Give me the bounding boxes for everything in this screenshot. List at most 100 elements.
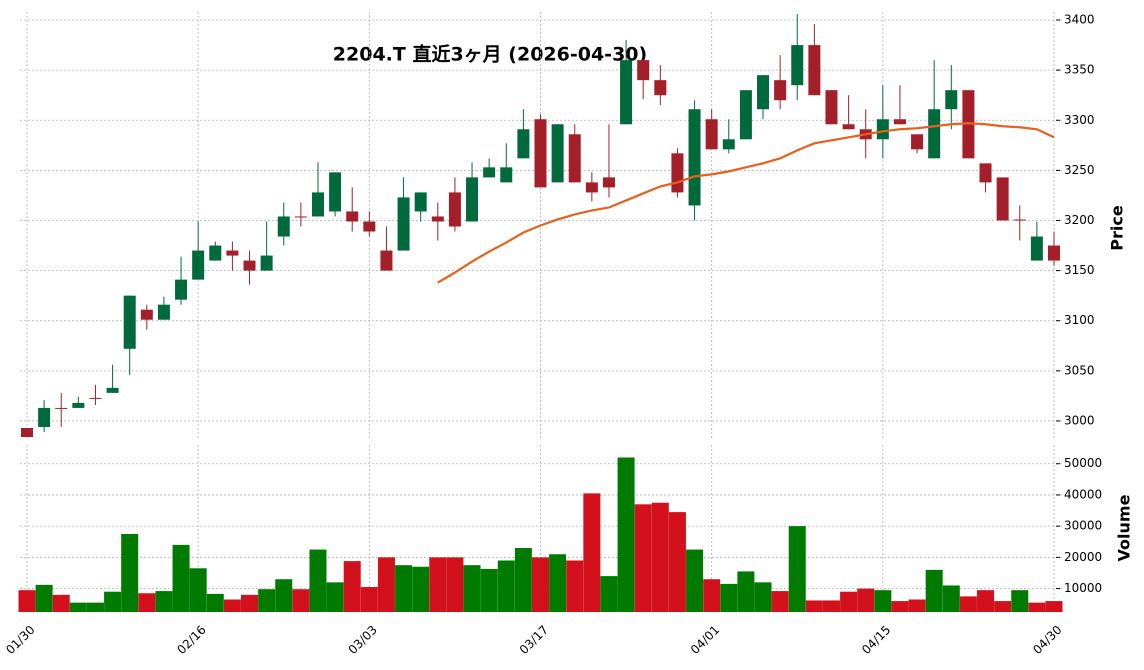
y-tick-label: 3300 bbox=[1064, 113, 1095, 127]
volume-bar bbox=[412, 566, 430, 612]
candle-body bbox=[414, 192, 427, 212]
x-tick-label: 04/15 bbox=[859, 623, 893, 657]
candle-body bbox=[688, 109, 701, 206]
volume-axis-label: Volume bbox=[1115, 494, 1134, 561]
y-tick-label: 20000 bbox=[1064, 550, 1102, 564]
candle-body bbox=[175, 279, 188, 300]
volume-bar bbox=[634, 504, 652, 612]
candle-body bbox=[637, 60, 650, 81]
volume-bar bbox=[18, 590, 36, 612]
candle-body bbox=[329, 172, 342, 212]
volume-bar bbox=[480, 568, 498, 612]
candle-body bbox=[1030, 236, 1043, 261]
volume-bar bbox=[788, 526, 806, 612]
candle-body bbox=[602, 177, 615, 188]
y-tick-label: 3350 bbox=[1064, 63, 1095, 77]
candle-body bbox=[911, 134, 924, 150]
volume-bar bbox=[942, 585, 960, 612]
volume-bar bbox=[138, 593, 156, 612]
candle-body bbox=[311, 192, 324, 217]
volume-bar bbox=[69, 602, 87, 612]
candle-body bbox=[791, 45, 804, 86]
candle-body bbox=[1048, 245, 1060, 261]
candle-body bbox=[825, 90, 838, 125]
volume-bar bbox=[155, 591, 173, 612]
candle-body bbox=[55, 407, 68, 409]
volume-bar bbox=[206, 593, 224, 612]
x-tick-label: 04/30 bbox=[1030, 623, 1064, 657]
volume-bar bbox=[35, 584, 53, 612]
volume-bar bbox=[514, 548, 532, 612]
volume-bar bbox=[651, 502, 669, 612]
candle-body bbox=[38, 407, 51, 427]
candle-body bbox=[431, 216, 444, 222]
candle-body bbox=[585, 182, 598, 193]
volume-bar bbox=[172, 544, 190, 612]
candle-body bbox=[243, 260, 256, 271]
volume-bar bbox=[805, 600, 823, 612]
volume-bar bbox=[343, 561, 361, 612]
candle-body bbox=[568, 134, 581, 183]
candle-body bbox=[89, 397, 102, 399]
volume-bar bbox=[258, 589, 276, 612]
candle-body bbox=[739, 90, 752, 140]
y-tick-label: 10000 bbox=[1064, 581, 1102, 595]
candle-body bbox=[192, 250, 205, 280]
volume-bar bbox=[977, 590, 995, 612]
candle-body bbox=[500, 167, 513, 183]
volume-bar bbox=[891, 601, 909, 612]
candle-body bbox=[705, 119, 718, 150]
volume-bar bbox=[463, 565, 481, 612]
candle-body bbox=[72, 402, 85, 408]
volume-bar bbox=[703, 579, 721, 612]
volume-bar bbox=[223, 599, 241, 612]
volume-bar bbox=[241, 594, 259, 612]
volume-bar bbox=[532, 557, 549, 612]
y-tick-label: 3000 bbox=[1064, 413, 1095, 427]
volume-bar bbox=[275, 579, 293, 612]
x-tick-label: 01/30 bbox=[3, 623, 37, 657]
candle-body bbox=[757, 75, 770, 110]
volume-bar bbox=[497, 560, 515, 612]
y-tick-label: 3050 bbox=[1064, 363, 1095, 377]
candle-body bbox=[842, 124, 855, 130]
x-tick-label: 03/03 bbox=[346, 623, 380, 657]
candle-body bbox=[893, 119, 906, 125]
candle-body bbox=[996, 177, 1009, 221]
volume-bar bbox=[1045, 601, 1063, 612]
candle-body bbox=[209, 245, 222, 261]
volume-bar bbox=[189, 568, 207, 612]
y-tick-label: 3200 bbox=[1064, 213, 1095, 227]
volume-bar bbox=[874, 590, 892, 612]
volume-bar bbox=[583, 493, 601, 612]
candle-body bbox=[551, 124, 564, 183]
volume-bar bbox=[686, 549, 704, 612]
volume-bar bbox=[549, 554, 567, 612]
candle-body bbox=[363, 221, 376, 232]
candle-body bbox=[380, 250, 393, 271]
candle-body bbox=[346, 211, 359, 222]
candle-body bbox=[157, 304, 170, 320]
moving-average-line bbox=[437, 122, 1055, 284]
candle-body bbox=[106, 387, 119, 393]
candle-body bbox=[517, 129, 530, 159]
volume-bar bbox=[959, 596, 977, 612]
candle-body bbox=[483, 167, 496, 178]
candle-body bbox=[448, 192, 461, 227]
candle-body bbox=[277, 216, 290, 237]
volume-bar bbox=[720, 583, 738, 612]
volume-bar bbox=[292, 589, 310, 612]
volume-bar bbox=[617, 457, 635, 612]
y-tick-label: 3100 bbox=[1064, 313, 1095, 327]
candle-body bbox=[654, 80, 667, 96]
volume-bar bbox=[857, 588, 875, 612]
volume-bar bbox=[1028, 602, 1046, 612]
candle-body bbox=[21, 427, 33, 437]
volume-bar bbox=[600, 576, 618, 612]
volume-bar bbox=[395, 565, 413, 612]
volume-bar bbox=[840, 591, 858, 612]
y-tick-label: 3150 bbox=[1064, 263, 1095, 277]
volume-bar bbox=[360, 587, 378, 612]
volume-bar bbox=[771, 591, 789, 612]
volume-bar bbox=[994, 601, 1012, 612]
